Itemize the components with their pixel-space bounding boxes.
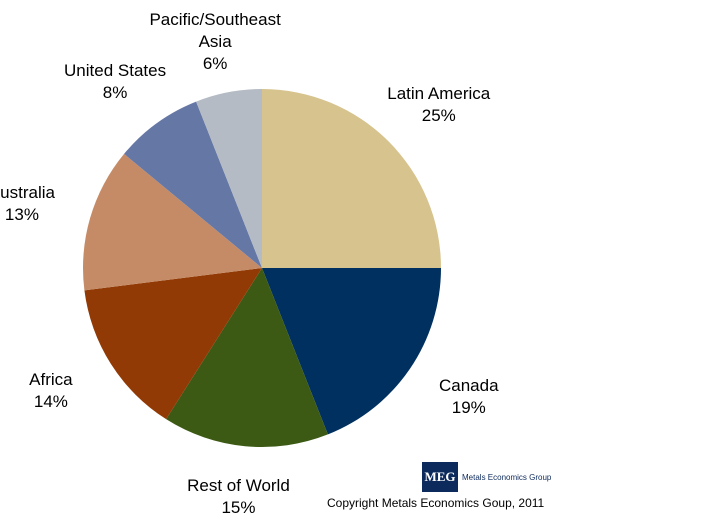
slice-value: 8%	[102, 82, 128, 102]
slice-label: Rest of World 15%	[158, 475, 318, 519]
slice-name: Canada	[438, 376, 499, 396]
pie-slice	[262, 89, 441, 268]
slice-value: 13%	[4, 204, 39, 224]
pie-slice	[84, 268, 262, 420]
slice-name: Rest of World	[187, 475, 290, 495]
logo: MEG Metals Economics Group	[422, 462, 551, 492]
pie-slice	[83, 153, 262, 291]
slice-value: 25%	[421, 106, 456, 126]
slice-label: United States 8%	[35, 60, 195, 104]
pie-slice	[196, 89, 262, 268]
slice-label: Canada 19%	[389, 375, 549, 419]
slice-label: Pacific/Southeast Asia 6%	[135, 9, 295, 75]
slice-value: 19%	[451, 398, 486, 418]
slice-value: 6%	[202, 54, 228, 74]
slice-value: 14%	[33, 392, 68, 412]
slice-name: Africa	[29, 370, 73, 390]
pie-slice	[262, 268, 441, 435]
slice-label: Latin America 25%	[359, 83, 519, 127]
logo-mark: MEG	[422, 462, 458, 492]
logo-name: Metals Economics Group	[462, 472, 552, 482]
slice-name: Pacific/Southeast Asia	[149, 10, 281, 52]
pie-slice	[166, 268, 328, 447]
slice-name: United States	[64, 60, 167, 80]
slice-label: Australia13%	[0, 182, 102, 226]
slice-value: 15%	[221, 497, 256, 517]
slice-name: Australia	[0, 182, 55, 202]
copyright: Copyright Metals Economics Goup, 2011	[327, 496, 545, 510]
slice-label: Africa 14%	[0, 369, 131, 413]
pie-slice	[124, 101, 263, 268]
slice-name: Latin America	[387, 84, 491, 104]
